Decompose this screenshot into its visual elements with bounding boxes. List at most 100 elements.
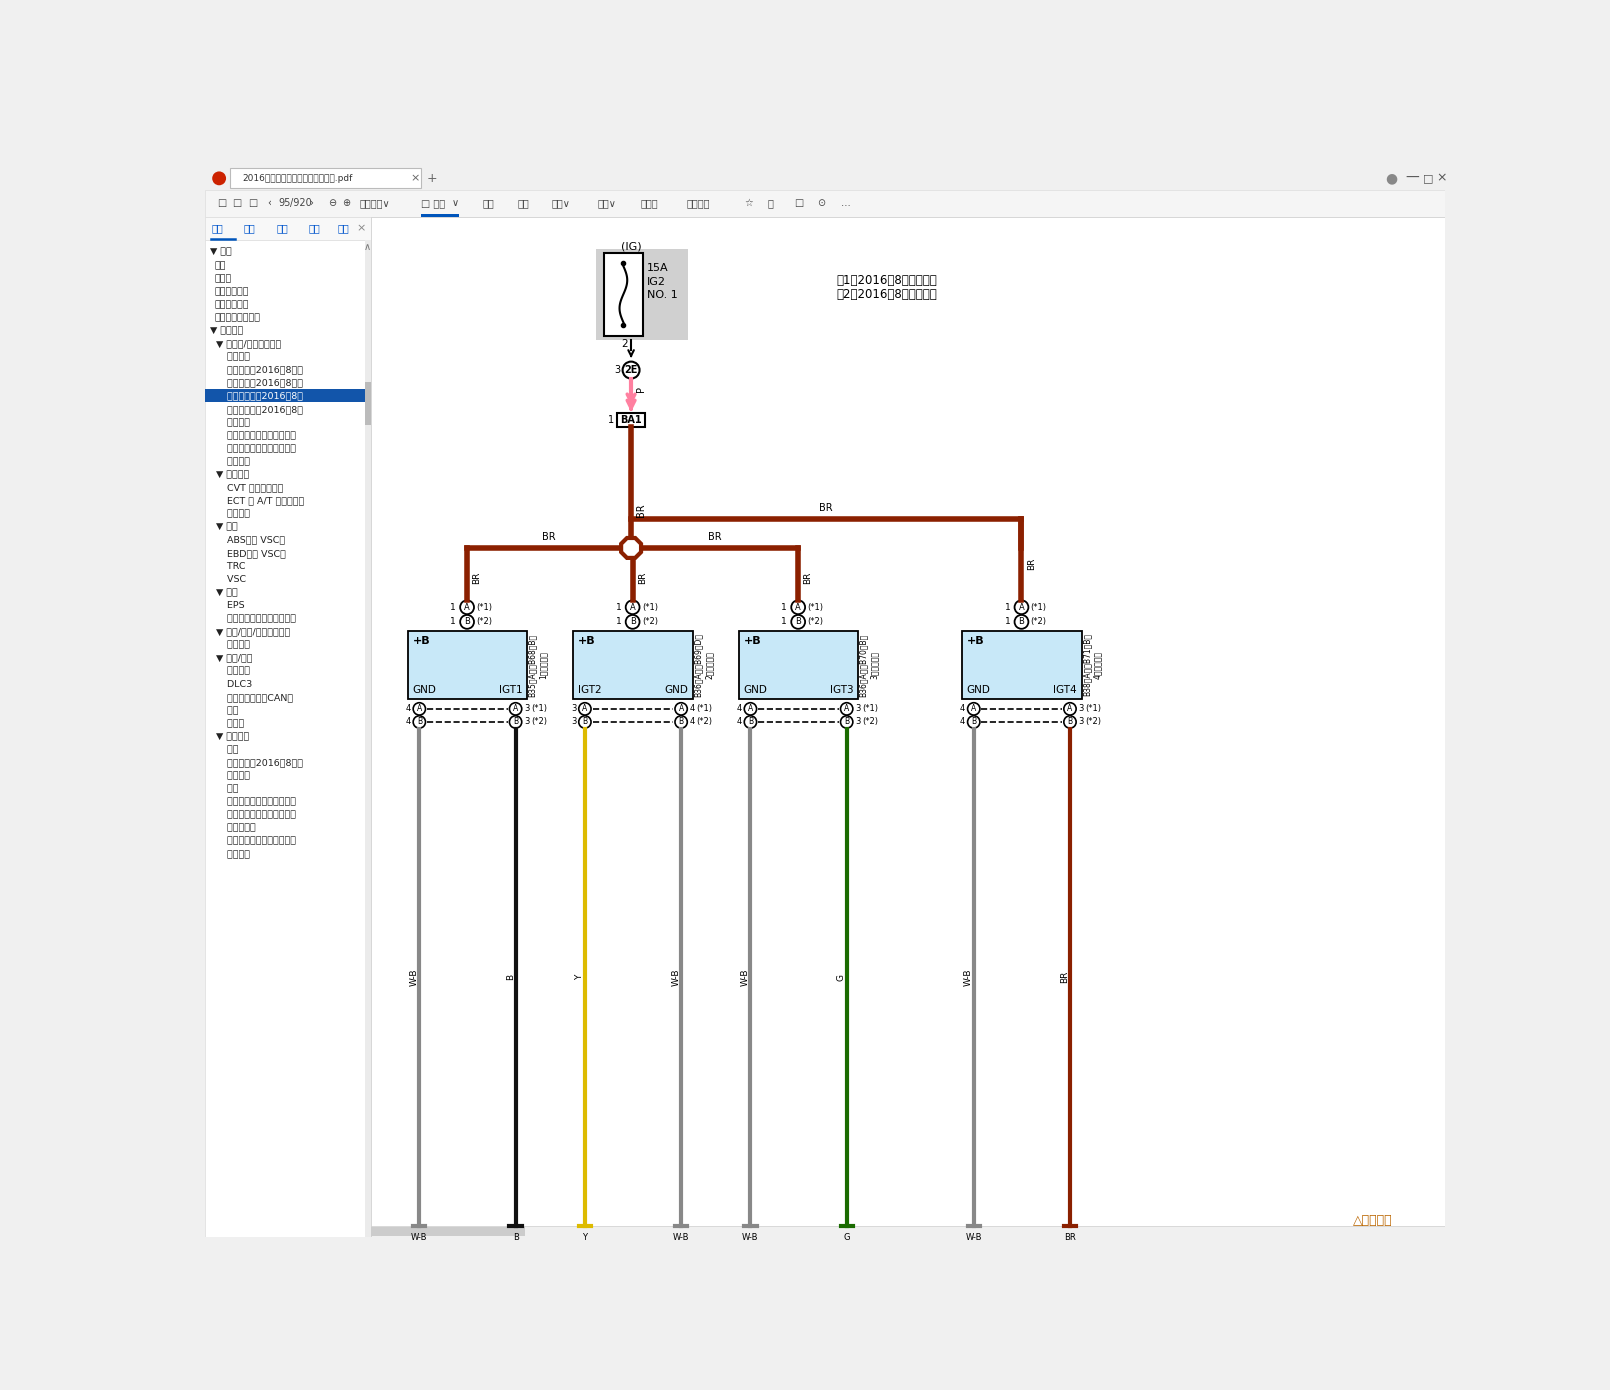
Text: 组合仪表（2016年8月之: 组合仪表（2016年8月之 (214, 759, 303, 767)
Circle shape (623, 361, 639, 378)
Circle shape (578, 716, 591, 728)
Bar (573, 631, 692, 699)
Text: (*2): (*2) (531, 717, 547, 727)
Circle shape (414, 703, 425, 714)
Text: 车内照明灯: 车内照明灯 (214, 824, 256, 833)
Text: W-B: W-B (742, 1233, 758, 1243)
Text: 巡航控制（2016年8月之: 巡航控制（2016年8月之 (214, 378, 303, 388)
Text: GND: GND (412, 685, 436, 695)
Text: IG2: IG2 (647, 277, 667, 286)
Text: B: B (506, 974, 515, 980)
Text: IGT1: IGT1 (499, 685, 523, 695)
Text: 4: 4 (406, 717, 411, 727)
Text: A: A (844, 705, 850, 713)
Text: A: A (630, 603, 636, 612)
Text: 端子和连接器维修: 端子和连接器维修 (214, 313, 261, 322)
Text: 4: 4 (960, 717, 966, 727)
Text: BR: BR (1059, 972, 1069, 983)
Text: 15A: 15A (647, 264, 668, 274)
Text: 空调: 空调 (214, 745, 238, 755)
Text: IGT4: IGT4 (1053, 685, 1077, 695)
Bar (604, 253, 642, 336)
Text: BR: BR (638, 571, 647, 584)
Bar (420, 214, 459, 217)
Text: +B: +B (412, 637, 430, 646)
Text: (*1): (*1) (642, 603, 658, 612)
Bar (370, 1226, 1446, 1237)
Bar (370, 217, 1446, 1237)
Text: 启停系统: 启停系统 (214, 457, 250, 466)
Text: +: + (427, 172, 436, 185)
Text: B: B (749, 717, 753, 727)
Text: ×: × (411, 174, 419, 183)
Bar (206, 240, 370, 1237)
Text: 批注: 批注 (309, 224, 320, 234)
Text: 起动（带智能上车和起动务: 起动（带智能上车和起动务 (214, 431, 296, 441)
Text: ▼ 传动系统: ▼ 传动系统 (209, 470, 250, 480)
Text: (*1): (*1) (1085, 705, 1101, 713)
Text: ×: × (356, 224, 365, 234)
Text: P: P (636, 386, 646, 392)
Text: BR: BR (803, 571, 813, 584)
Circle shape (1014, 600, 1029, 614)
Bar (206, 167, 1446, 190)
Bar (206, 190, 1446, 217)
Text: △汽修帮手: △汽修帮手 (1352, 1213, 1393, 1226)
Text: —: — (1406, 171, 1420, 185)
Text: (*2): (*2) (477, 617, 493, 627)
Text: (*2): (*2) (642, 617, 658, 627)
Text: 🔍: 🔍 (768, 197, 773, 208)
Text: 音响系统: 音响系统 (214, 641, 250, 649)
Text: B36（A），B69（D）
2号点火线圈: B36（A），B69（D） 2号点火线圈 (694, 632, 713, 696)
Text: A: A (583, 705, 588, 713)
Bar (596, 249, 687, 341)
Circle shape (626, 614, 639, 628)
Text: B: B (795, 617, 802, 627)
Text: 95: 95 (279, 197, 291, 208)
Text: (*1): (*1) (807, 603, 823, 612)
Text: W-B: W-B (671, 969, 681, 986)
Text: 充电系统: 充电系统 (214, 667, 250, 676)
Text: GND: GND (665, 685, 687, 695)
Bar (407, 631, 526, 699)
Text: W-B: W-B (673, 1233, 689, 1243)
Text: 1: 1 (451, 603, 456, 612)
Circle shape (460, 600, 473, 614)
Text: 冷却风扇: 冷却风扇 (214, 353, 250, 361)
Text: (*1): (*1) (477, 603, 493, 612)
Text: 3: 3 (1079, 717, 1084, 727)
Text: 画笔∨: 画笔∨ (597, 197, 617, 208)
Text: 照明: 照明 (214, 784, 238, 794)
Text: 4: 4 (737, 705, 742, 713)
Text: A: A (795, 603, 802, 612)
Text: 书签: 书签 (517, 197, 528, 208)
Bar (370, 1227, 525, 1236)
Text: 停机系统（不带智能上车和: 停机系统（不带智能上车和 (214, 810, 296, 820)
Text: B: B (1067, 717, 1072, 727)
Text: 3: 3 (525, 717, 530, 727)
Text: W-B: W-B (409, 969, 419, 986)
Text: 起动（不带智能上车和起动: 起动（不带智能上车和起动 (214, 445, 296, 453)
Text: ▼ 车辆内饰: ▼ 车辆内饰 (209, 733, 250, 741)
Text: B36（A），B70（B）
3号点火线圈: B36（A），B70（B） 3号点火线圈 (860, 634, 879, 696)
Text: TRC: TRC (214, 562, 245, 571)
Text: 搞铁点: 搞铁点 (214, 719, 243, 728)
Text: □: □ (232, 197, 241, 208)
Circle shape (791, 600, 805, 614)
Bar (365, 382, 370, 425)
Text: (*1): (*1) (1030, 603, 1046, 612)
Text: □: □ (1423, 174, 1433, 183)
Text: CVT 和换档指示灯: CVT 和换档指示灯 (214, 484, 283, 492)
Text: □: □ (248, 197, 258, 208)
Text: ▼ 电源/网络: ▼ 电源/网络 (209, 653, 253, 663)
Circle shape (840, 716, 853, 728)
Text: A: A (514, 705, 518, 713)
Text: ●: ● (1385, 171, 1397, 185)
Text: ＊1：2016年8月之前生产: ＊1：2016年8月之前生产 (837, 274, 937, 288)
Text: 发动机控制（2016年8月: 发动机控制（2016年8月 (214, 404, 303, 414)
Text: 1: 1 (1005, 603, 1011, 612)
Bar (617, 413, 646, 427)
Text: 收藏: 收藏 (338, 224, 349, 234)
Text: ‹: ‹ (267, 197, 270, 208)
Text: B38（A），B71（B）
4号点火线圈: B38（A），B71（B） 4号点火线圈 (1082, 634, 1103, 696)
